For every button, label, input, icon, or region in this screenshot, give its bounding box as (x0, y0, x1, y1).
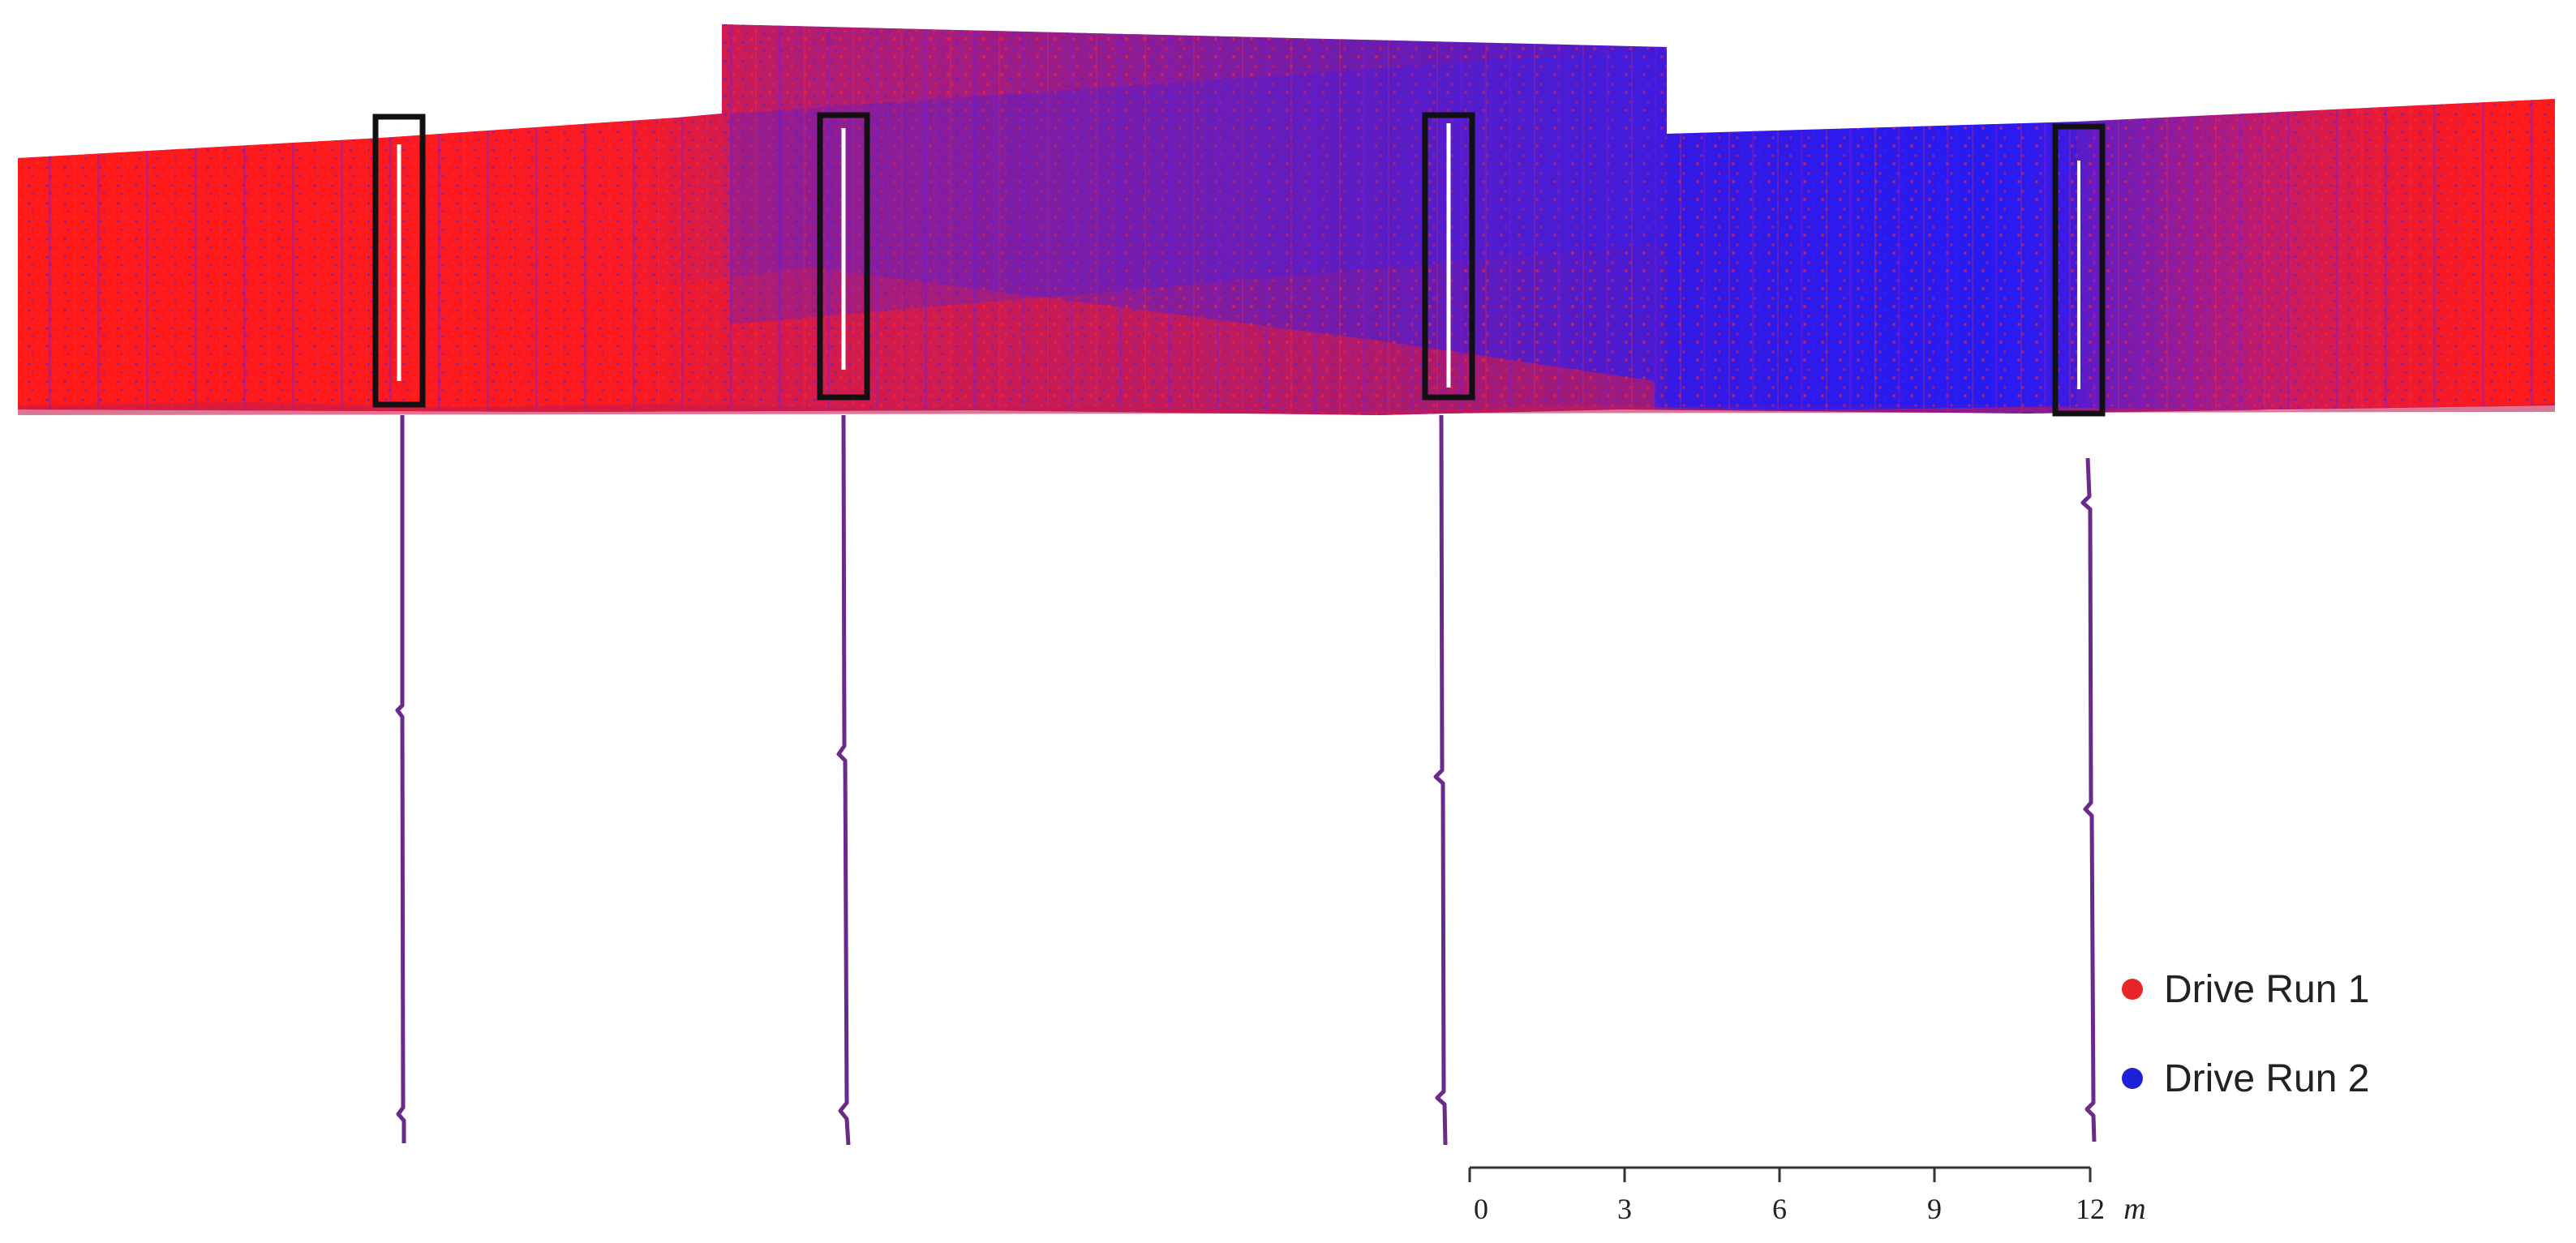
legend-item-drive-run-2: Drive Run 2 (2122, 1039, 2369, 1117)
legend-dot-red (2122, 979, 2143, 1000)
scale-unit: m (2123, 1192, 2145, 1226)
section-boxes (372, 112, 2106, 417)
legend-item-drive-run-1: Drive Run 1 (2122, 950, 2369, 1028)
point-cloud (18, 24, 2555, 415)
legend-label-drive-run-1: Drive Run 1 (2164, 967, 2370, 1011)
section-box-3 (1422, 112, 1475, 401)
profile-3 (1433, 414, 1448, 1146)
scale-bar (1468, 1166, 2092, 1182)
section-box-2 (817, 112, 870, 401)
section-box-1 (372, 114, 426, 408)
scale-label-6: 6 (1772, 1193, 1787, 1225)
vertical-profiles (395, 414, 2097, 1146)
scale-label-9: 9 (1927, 1193, 1942, 1225)
profile-4 (2080, 457, 2097, 1142)
scale-label-12: 12 (2076, 1193, 2105, 1225)
scale-label-0: 0 (1474, 1193, 1488, 1225)
legend-dot-blue (2122, 1068, 2143, 1089)
ground-edge (18, 402, 2555, 415)
profile-1 (395, 415, 406, 1143)
scale-label-3: 3 (1617, 1193, 1632, 1225)
section-box-4 (2052, 123, 2106, 417)
legend-label-drive-run-2: Drive Run 2 (2164, 1057, 2370, 1100)
profile-2 (836, 414, 851, 1146)
legend: Drive Run 1 Drive Run 2 (2122, 950, 2369, 1129)
